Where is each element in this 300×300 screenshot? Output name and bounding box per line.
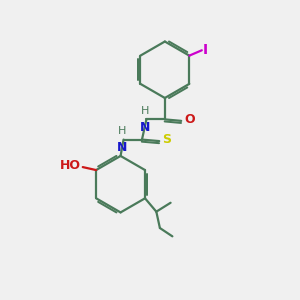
Text: N: N [117, 141, 127, 154]
Text: I: I [203, 43, 208, 57]
Text: O: O [184, 113, 195, 126]
Text: H: H [140, 106, 149, 116]
Text: HO: HO [60, 159, 81, 172]
Text: H: H [118, 126, 126, 136]
Text: S: S [162, 133, 171, 146]
Text: N: N [140, 121, 150, 134]
